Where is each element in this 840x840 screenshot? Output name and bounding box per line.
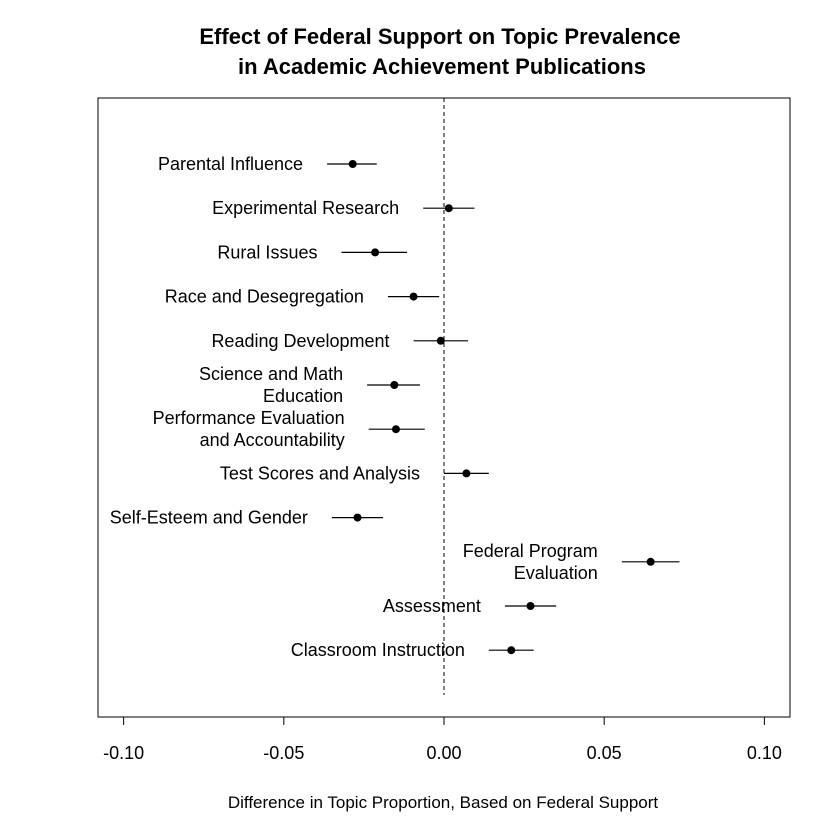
x-tick-label: -0.05	[263, 743, 304, 763]
chart-title-line-2: in Academic Achievement Publications	[238, 54, 646, 79]
x-tick-label: -0.10	[103, 743, 144, 763]
topic-label: Evaluation	[514, 563, 598, 583]
topic-label: and Accountability	[200, 430, 345, 450]
estimate-point	[526, 602, 535, 610]
topic-estimate: Reading Development	[211, 331, 469, 351]
topic-label: Test Scores and Analysis	[220, 463, 420, 483]
estimate-point	[462, 469, 471, 478]
topic-estimate: Test Scores and Analysis	[220, 463, 489, 483]
topic-estimate: Race and Desegregation	[165, 287, 440, 307]
estimate-point	[371, 248, 380, 257]
estimate-point	[436, 336, 445, 345]
topic-estimate: Classroom Instruction	[291, 640, 534, 660]
estimate-point	[409, 292, 418, 301]
topic-estimate: Rural Issues	[217, 242, 408, 262]
topic-estimate: Parental Influence	[158, 154, 377, 174]
estimate-point	[444, 204, 453, 213]
x-axis: -0.10 -0.05 0.00 0.05 0.10	[103, 716, 782, 763]
topic-label: Self-Esteem and Gender	[110, 508, 308, 528]
topic-estimate: Assessment	[383, 596, 557, 616]
topic-label: Education	[263, 386, 343, 406]
estimate-point	[646, 557, 655, 566]
topic-label: Reading Development	[211, 331, 389, 351]
topic-label: Parental Influence	[158, 154, 303, 174]
topic-label: Rural Issues	[217, 242, 317, 262]
topic-label: Federal Program	[463, 541, 598, 561]
estimate-point	[353, 513, 362, 522]
estimate-point	[390, 381, 399, 389]
topic-estimate: Experimental Research	[212, 198, 475, 218]
x-axis-label: Difference in Topic Proportion, Based on…	[228, 793, 659, 812]
topic-estimate: Self-Esteem and Gender	[110, 508, 384, 528]
x-tick-label: 0.00	[426, 743, 461, 763]
estimate-point	[391, 425, 400, 434]
chart-title-line-1: Effect of Federal Support on Topic Preva…	[199, 24, 680, 49]
topic-label: Experimental Research	[212, 198, 399, 218]
topic-label: Science and Math	[199, 364, 343, 384]
x-tick-label: 0.05	[587, 743, 622, 763]
topic-label: Assessment	[383, 596, 481, 616]
estimate-point	[348, 160, 357, 168]
x-tick-label: 0.10	[747, 743, 782, 763]
points-layer: Parental Influence Experimental Research R…	[110, 154, 680, 660]
topic-label: Race and Desegregation	[165, 287, 364, 307]
estimate-point	[507, 646, 516, 655]
topic-label: Classroom Instruction	[291, 640, 465, 660]
topic-label: Performance Evaluation	[153, 408, 345, 428]
